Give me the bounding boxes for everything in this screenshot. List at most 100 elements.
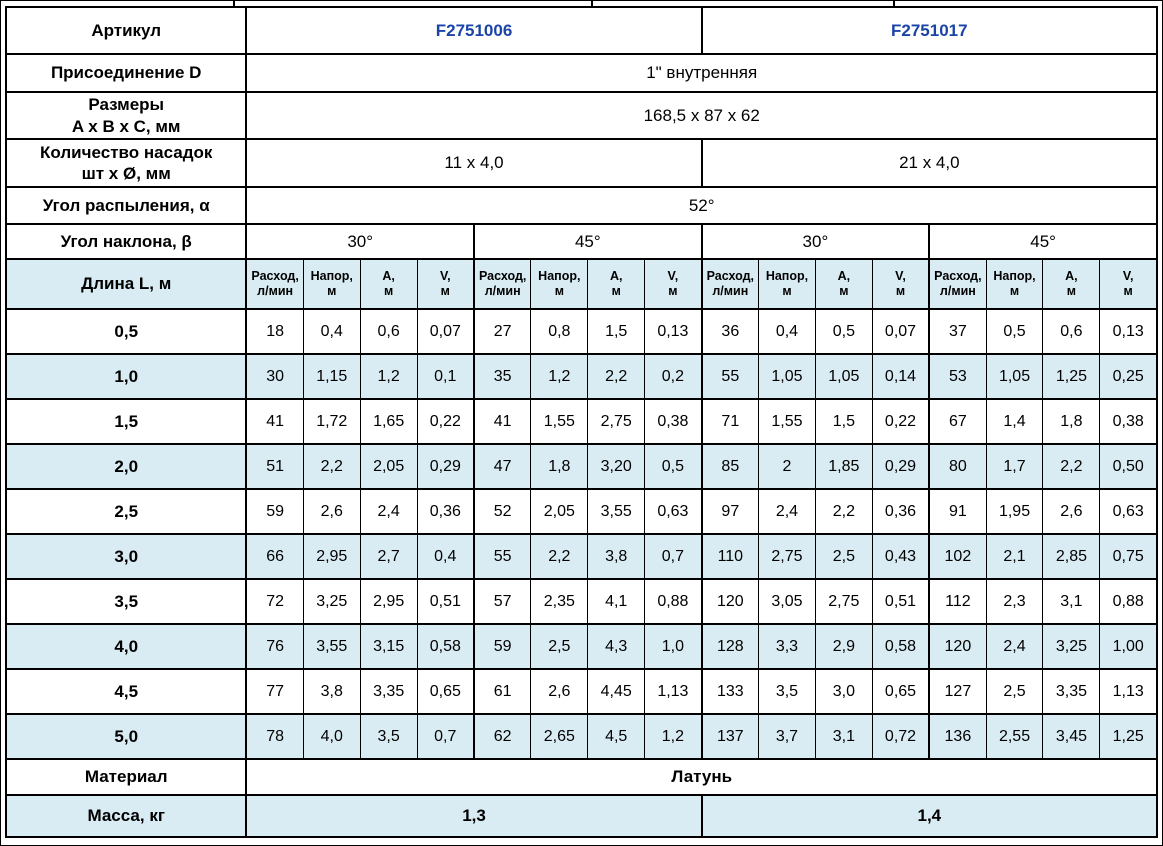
- remnant-divider: [233, 1, 235, 6]
- data-cell: 0,7: [416, 713, 475, 760]
- spray-angle-value: 52°: [245, 186, 1158, 225]
- data-cell: 3,1: [1042, 578, 1101, 625]
- cropped-row-above-remnant: [5, 1, 1158, 6]
- data-cell: 1,25: [1042, 353, 1101, 400]
- data-cell: 3,05: [758, 578, 816, 625]
- subcolumn-header: Расход, л/мин: [245, 258, 304, 310]
- data-cell: 2,75: [814, 578, 873, 625]
- data-cell: 85: [700, 443, 760, 490]
- length-cell: 2,0: [5, 443, 248, 490]
- data-cell: 18: [245, 308, 304, 355]
- data-cell: 0,4: [416, 533, 475, 580]
- subcolumn-header: V, м: [871, 258, 930, 310]
- data-cell: 4,0: [302, 713, 361, 760]
- data-cell: 0,50: [1099, 443, 1158, 490]
- data-cell: 0,14: [871, 353, 930, 400]
- data-cell: 4,3: [587, 623, 646, 670]
- material-value: Латунь: [245, 758, 1158, 796]
- tilt-angle-value-4: 45°: [928, 223, 1158, 260]
- data-cell: 0,36: [871, 488, 930, 535]
- data-cell: 0,4: [302, 308, 361, 355]
- data-cell: 1,00: [1099, 623, 1158, 670]
- data-cell: 0,5: [985, 308, 1044, 355]
- data-cell: 2,7: [359, 533, 418, 580]
- data-cell: 2,4: [985, 623, 1044, 670]
- mass-label: Масса, кг: [5, 794, 248, 838]
- subcolumn-header: Напор, м: [758, 258, 816, 310]
- data-cell: 0,58: [871, 623, 930, 670]
- data-cell: 0,51: [871, 578, 930, 625]
- data-row-3,0: 3,0 66 2,95 2,7 0,4 55 2,2 3,8 0,7 110 2,75 2,5 0,43…: [5, 533, 1158, 580]
- data-cell: 66: [245, 533, 304, 580]
- data-cell: 77: [245, 668, 304, 715]
- subcolumn-header: А, м: [359, 258, 418, 310]
- data-cell: 59: [472, 623, 532, 670]
- data-cell: 2,3: [985, 578, 1044, 625]
- tilt-angle-value-1: 30°: [245, 223, 475, 260]
- data-cell: 3,35: [1042, 668, 1101, 715]
- data-cell: 2,2: [1042, 443, 1101, 490]
- row-data-header: Длина L, м Расход, л/мин Напор, м А, м V, м…: [5, 258, 1158, 310]
- data-cell: 61: [472, 668, 532, 715]
- subcolumn-header: V, м: [1099, 258, 1158, 310]
- data-cell: 27: [472, 308, 532, 355]
- data-cell: 0,1: [416, 353, 475, 400]
- data-cell: 2,2: [814, 488, 873, 535]
- data-cell: 57: [472, 578, 532, 625]
- data-cell: 78: [245, 713, 304, 760]
- data-cell: 2,85: [1042, 533, 1101, 580]
- data-cell: 80: [928, 443, 987, 490]
- remnant-divider: [591, 1, 593, 6]
- data-row-2,5: 2,5 59 2,6 2,4 0,36 52 2,05 3,55 0,63 97 2,4 2,2 0,3…: [5, 488, 1158, 535]
- data-cell: 0,6: [1042, 308, 1101, 355]
- tilt-angle-value-3: 30°: [700, 223, 930, 260]
- data-cell: 2,4: [758, 488, 816, 535]
- length-cell: 3,5: [5, 578, 248, 625]
- data-cell: 55: [472, 533, 532, 580]
- data-cell: 3,8: [302, 668, 361, 715]
- length-cell: 1,0: [5, 353, 248, 400]
- data-cell: 3,7: [758, 713, 816, 760]
- length-cell: 5,0: [5, 713, 248, 760]
- data-cell: 3,25: [302, 578, 361, 625]
- row-article: Артикул F2751006 F2751017: [5, 6, 1158, 55]
- data-cell: 0,29: [871, 443, 930, 490]
- data-cell: 120: [928, 623, 987, 670]
- data-cell: 3,5: [758, 668, 816, 715]
- row-nozzles: Количество насадок шт x Ø, мм 11 x 4,0 2…: [5, 138, 1158, 188]
- data-cell: 0,2: [644, 353, 703, 400]
- data-row-1,0: 1,0 30 1,15 1,2 0,1 35 1,2 2,2 0,2 55 1,05 1,05 0,14…: [5, 353, 1158, 400]
- data-cell: 2,65: [530, 713, 589, 760]
- data-cell: 0,22: [871, 398, 930, 445]
- data-cell: 3,3: [758, 623, 816, 670]
- data-cell: 1,85: [814, 443, 873, 490]
- data-cell: 0,43: [871, 533, 930, 580]
- data-cell: 0,7: [644, 533, 703, 580]
- data-cell: 0,07: [416, 308, 475, 355]
- data-cell: 110: [700, 533, 760, 580]
- data-cell: 0,5: [814, 308, 873, 355]
- data-cell: 2,5: [530, 623, 589, 670]
- data-cell: 3,15: [359, 623, 418, 670]
- data-cell: 2,75: [587, 398, 646, 445]
- data-cell: 2: [758, 443, 816, 490]
- data-cell: 59: [245, 488, 304, 535]
- data-cell: 91: [928, 488, 987, 535]
- subcolumn-header: А, м: [814, 258, 873, 310]
- data-cell: 0,88: [644, 578, 703, 625]
- data-cell: 2,4: [359, 488, 418, 535]
- data-cell: 0,51: [416, 578, 475, 625]
- data-cell: 1,25: [1099, 713, 1158, 760]
- data-cell: 2,6: [302, 488, 361, 535]
- data-cell: 53: [928, 353, 987, 400]
- subcolumn-header: V, м: [416, 258, 475, 310]
- data-cell: 1,65: [359, 398, 418, 445]
- data-cell: 2,75: [758, 533, 816, 580]
- data-cell: 30: [245, 353, 304, 400]
- data-cell: 1,05: [814, 353, 873, 400]
- data-cell: 2,9: [814, 623, 873, 670]
- data-cell: 1,2: [359, 353, 418, 400]
- data-cell: 0,5: [644, 443, 703, 490]
- length-cell: 0,5: [5, 308, 248, 355]
- data-cell: 3,35: [359, 668, 418, 715]
